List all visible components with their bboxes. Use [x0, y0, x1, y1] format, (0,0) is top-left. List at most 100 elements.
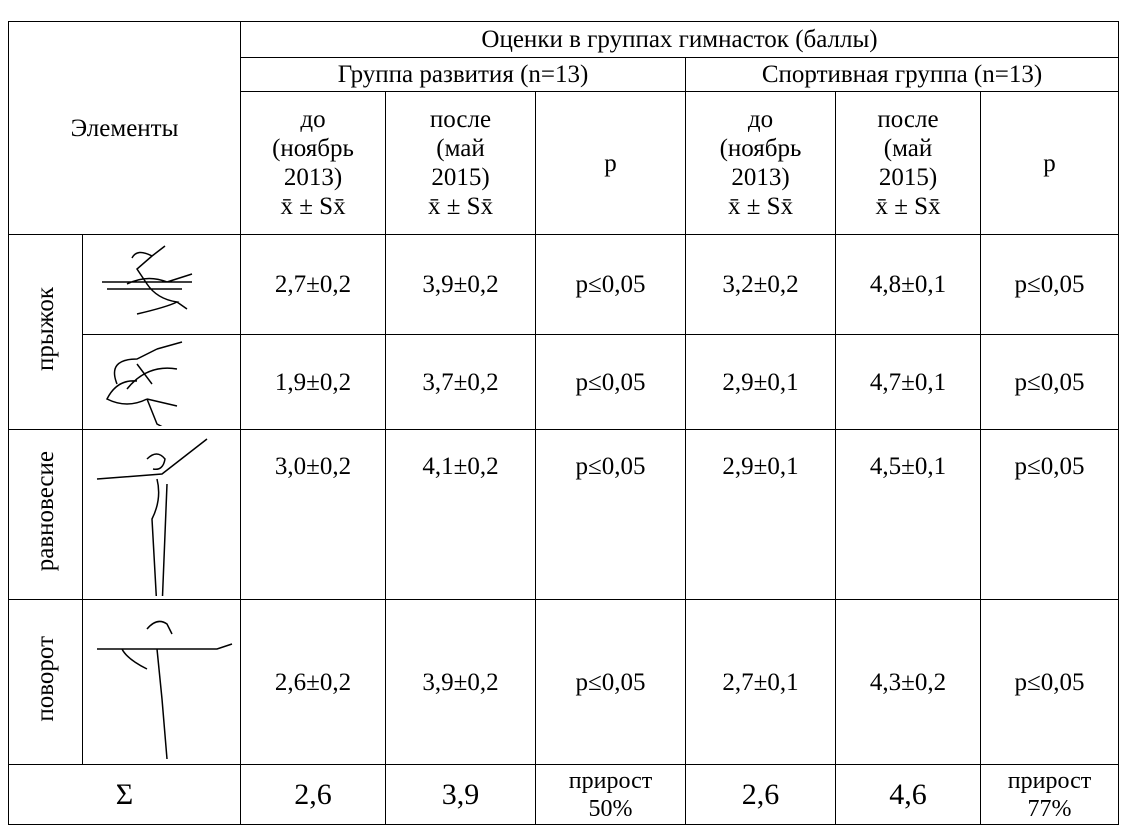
- figure-sketch: [96, 620, 232, 759]
- total-cell: 2,6: [240, 764, 387, 825]
- value-cell: p≤0,05: [535, 599, 687, 765]
- table-row: прыжок 2,7±0,2 3,9±0,2 p≤0,05 3,2±0,2 4,8±0,1…: [8, 234, 1120, 430]
- value-cell: p≤0,05: [535, 234, 687, 335]
- column-header: до (ноябрь 2013) x̄ ± Sx̄: [685, 91, 837, 235]
- cell-line: (ноябрь: [719, 135, 802, 162]
- cell-text: p≤0,05: [575, 453, 646, 480]
- elements-header: Элементы: [7, 21, 242, 235]
- cell-text: p≤0,05: [1014, 668, 1085, 696]
- value-cell: 2,7±0,1: [685, 599, 837, 765]
- element-figure: [81, 234, 242, 335]
- value-cell: p≤0,05: [980, 334, 1120, 430]
- element-label: поворот: [8, 599, 83, 765]
- element-label: прыжок: [8, 234, 83, 430]
- cell-text: Элементы: [70, 114, 179, 142]
- value-cell: 2,6±0,2: [240, 599, 387, 765]
- table-title: Оценки в группах гимнасток (баллы): [240, 21, 1120, 58]
- cell-text: 3,9±0,2: [422, 668, 499, 696]
- cell-text: 4,7±0,1: [869, 368, 947, 396]
- cell-text: Спортивная группа (n=13): [761, 61, 1043, 88]
- cell-line: 2015): [878, 164, 938, 191]
- cell-line: x̄ ± Sx̄: [727, 193, 794, 220]
- cell-text: p≤0,05: [1014, 271, 1085, 298]
- cell-text: 2,6: [294, 778, 332, 811]
- cell-line: до: [300, 106, 326, 133]
- column-header: p: [535, 91, 687, 235]
- table-row: поворот 2,6±0,2 3,9±0,2 p≤0,05 2,7±0,1 4,3±0,…: [8, 599, 1120, 765]
- cell-line: p: [604, 149, 617, 177]
- cell-line: 2015): [431, 164, 490, 191]
- cell-line: после: [877, 106, 939, 133]
- value-cell: 4,8±0,1: [835, 234, 982, 335]
- cell-text: 4,3±0,2: [869, 668, 947, 696]
- cell-text: 4,6: [889, 778, 927, 811]
- table-body: Элементы Оценки в группах гимнасток (балл…: [7, 21, 1120, 825]
- cell-text: 3,7±0,2: [422, 368, 499, 396]
- element-figure: [81, 429, 242, 600]
- cell-text: 2,9±0,1: [722, 368, 799, 396]
- table-row: Σ 2,6 3,9 прирост 50% 2,6 4,6 прирост 77%: [7, 764, 1120, 825]
- document: Элементы Оценки в группах гимнасток (балл…: [7, 21, 1120, 825]
- value-cell: 3,7±0,2: [385, 334, 537, 430]
- cell-line: 77%: [1027, 795, 1072, 822]
- cell-text: p≤0,05: [1014, 453, 1085, 480]
- table-row: 1,9±0,2 3,7±0,2 p≤0,05 2,9±0,1 4,7±0,1 p≤0,05: [9, 334, 1120, 430]
- value-cell: p≤0,05: [980, 429, 1120, 600]
- value-cell: 4,5±0,1: [835, 429, 982, 600]
- cell-line: прирост: [1007, 767, 1092, 794]
- figure-sketch: [105, 340, 182, 426]
- cell-text: 2,7±0,1: [722, 668, 799, 696]
- cell-text: 3,0±0,2: [274, 453, 352, 480]
- group-header: Спортивная группа (n=13): [685, 57, 1120, 92]
- cell-text: 4,1±0,2: [422, 453, 499, 480]
- cell-text: Оценки в группах гимнасток (баллы): [481, 26, 878, 53]
- cell-text: 2,6: [741, 778, 780, 811]
- table-row: Группа развития (n=13) Спортивная группа …: [9, 57, 1120, 92]
- value-cell: p≤0,05: [980, 599, 1120, 765]
- figure-sketch: [96, 437, 207, 596]
- cell-line: прирост: [568, 767, 653, 794]
- cell-line: x̄ ± Sx̄: [875, 193, 941, 220]
- column-header: p: [980, 91, 1120, 235]
- value-cell: 3,9±0,2: [385, 599, 537, 765]
- total-label: Σ: [7, 764, 242, 825]
- value-cell: 3,9±0,2: [385, 234, 537, 335]
- element-name: прыжок: [32, 286, 59, 371]
- total-cell: прирост 77%: [980, 764, 1120, 825]
- cell-text: 4,5±0,1: [869, 453, 947, 480]
- cell-line: 2013): [731, 164, 790, 191]
- value-cell: 2,9±0,1: [685, 429, 837, 600]
- element-label: равновесие: [8, 429, 83, 600]
- total-cell: 2,6: [685, 764, 837, 825]
- value-cell: p≤0,05: [535, 429, 687, 600]
- cell-line: (май: [436, 135, 485, 162]
- value-cell: 4,1±0,2: [385, 429, 537, 600]
- cell-line: (май: [883, 135, 933, 162]
- value-cell: 4,7±0,1: [835, 334, 982, 430]
- cell-text: 2,7±0,2: [274, 271, 352, 298]
- total-cell: 3,9: [385, 764, 537, 825]
- figure-sketch: [101, 244, 192, 315]
- cell-line: (ноябрь: [272, 135, 354, 162]
- element-figure: [81, 599, 242, 765]
- column-header: после (май 2015) x̄ ± Sx̄: [385, 91, 537, 235]
- value-cell: p≤0,05: [535, 334, 687, 430]
- results-table: Элементы Оценки в группах гимнасток (балл…: [7, 21, 1120, 825]
- total-cell: 4,6: [835, 764, 982, 825]
- cell-text: 2,6±0,2: [274, 668, 352, 696]
- element-figure: [81, 334, 242, 430]
- cell-line: x̄ ± Sx̄: [280, 193, 346, 220]
- cell-text: 3,9±0,2: [422, 271, 499, 298]
- cell-text: p≤0,05: [575, 668, 646, 696]
- group-header: Группа развития (n=13): [240, 57, 687, 92]
- cell-text: 3,2±0,2: [722, 271, 799, 298]
- table-row: равновесие 3,0±0,2 4,1±0,2 p≤0,05 2,9±0,1 4,5…: [8, 429, 1120, 600]
- element-name: поворот: [32, 635, 59, 722]
- cell-line: x̄ ± Sx̄: [427, 193, 494, 220]
- cell-line: p: [1043, 149, 1056, 177]
- cell-line: до: [747, 106, 774, 133]
- cell-line: 2013): [283, 164, 343, 191]
- column-header: после (май 2015) x̄ ± Sx̄: [835, 91, 982, 235]
- cell-text: p≤0,05: [575, 271, 646, 298]
